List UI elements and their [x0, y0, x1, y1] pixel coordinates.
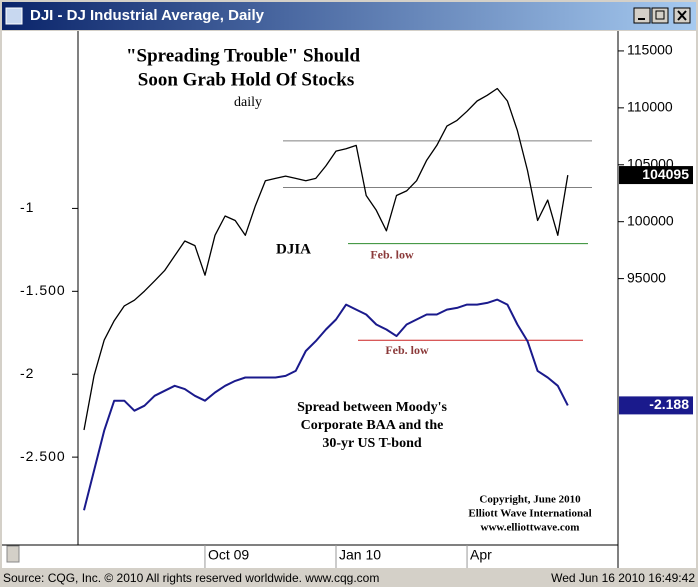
y-tick-label: -1.500 — [20, 282, 66, 298]
y-tick-label: -2.500 — [20, 448, 66, 464]
y2-tick-label: 110000 — [627, 99, 673, 115]
copyright: Copyright, June 2010 — [479, 494, 581, 506]
last-value-box — [619, 396, 693, 415]
last-value-box — [619, 166, 693, 185]
chart-title-line: Soon Grab Hold Of Stocks — [138, 69, 354, 90]
subtitle: daily — [234, 95, 262, 110]
chart-area — [2, 31, 696, 568]
series-line — [83, 298, 569, 511]
minimize-button[interactable] — [633, 7, 651, 24]
copyright: Elliott Wave International — [468, 508, 591, 520]
status-source: Source: CQG, Inc. © 2010 All rights rese… — [3, 571, 379, 585]
x-tick-label: Jan 10 — [339, 547, 381, 563]
title-bar — [2, 2, 696, 30]
spread-label: Corporate BAA and the — [301, 418, 444, 433]
y-tick-label: -1 — [20, 199, 34, 215]
x-tick-label: Apr — [470, 547, 492, 563]
y2-tick-label: 100000 — [627, 212, 674, 228]
copyright: www.elliottwave.com — [481, 522, 580, 534]
last-value-label: 104095 — [642, 166, 689, 182]
djia-label: DJIA — [276, 241, 311, 257]
chart-title-line: "Spreading Trouble" Should — [126, 45, 361, 66]
corner-box — [6, 545, 20, 563]
status-bar — [0, 570, 698, 587]
window-buttons[interactable] — [633, 7, 691, 24]
y2-tick-label: 115000 — [627, 42, 673, 58]
x-tick-label: Oct 09 — [208, 547, 249, 563]
window-title: DJI - DJ Industrial Average, Daily — [30, 7, 265, 24]
spread-label: Spread between Moody's — [297, 400, 447, 415]
y-tick-label: -2 — [20, 365, 34, 381]
status-time: Wed Jun 16 2010 16:49:42 — [551, 571, 695, 585]
spread-label: 30-yr US T-bond — [322, 436, 422, 451]
y2-tick-label: 95000 — [627, 269, 666, 285]
maximize-button[interactable] — [651, 7, 669, 24]
last-value-label: -2.188 — [649, 396, 689, 412]
app-icon — [5, 7, 23, 25]
reference-label: Feb. low — [370, 247, 414, 261]
reference-label: Feb. low — [385, 343, 429, 357]
series-line — [83, 87, 569, 431]
